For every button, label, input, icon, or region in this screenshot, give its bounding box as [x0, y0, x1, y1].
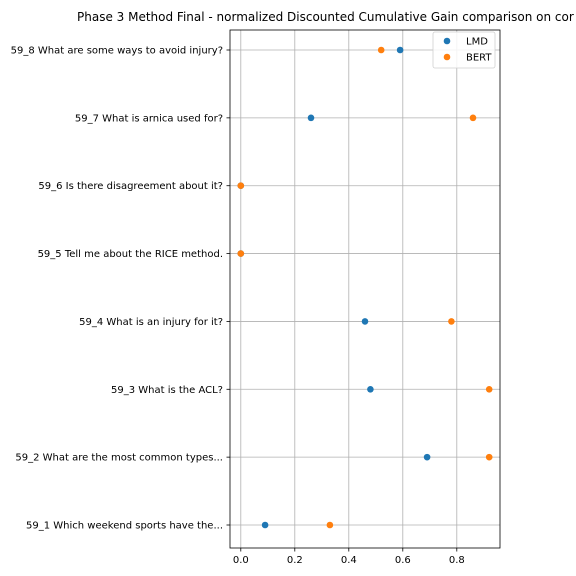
- data-point-bert: [485, 453, 493, 461]
- y-tick-label: 59_5 Tell me about the RICE method.: [38, 249, 223, 260]
- data-point-lmd: [361, 318, 369, 325]
- legend-label-bert: BERT: [466, 53, 492, 64]
- grid: [230, 30, 500, 548]
- data-points: [237, 46, 493, 529]
- data-point-bert: [237, 182, 245, 190]
- y-tick-label: 59_8 What are some ways to avoid injury?: [11, 46, 223, 57]
- legend: LMD BERT: [432, 31, 496, 69]
- data-point-bert: [485, 385, 493, 393]
- y-tick-label: 59_3 What is the ACL?: [111, 385, 223, 396]
- y-tick-label: 59_7 What is arnica used for?: [75, 113, 223, 124]
- chart-title: Phase 3 Method Final - normalized Discou…: [77, 10, 574, 24]
- x-tick-label: 0.4: [341, 555, 357, 566]
- data-point-bert: [448, 318, 455, 325]
- x-tick-label: 0.0: [233, 555, 249, 566]
- legend-label-lmd: LMD: [466, 37, 488, 48]
- data-point-lmd: [396, 46, 404, 54]
- y-tick-label: 59_2 What are the most common types...: [15, 453, 223, 464]
- legend-marker-bert: [443, 53, 451, 61]
- legend-marker-lmd: [443, 37, 451, 45]
- data-point-lmd: [367, 385, 374, 393]
- data-point-lmd: [261, 521, 269, 529]
- y-tick-label: 59_4 What is an injury for it?: [79, 317, 223, 328]
- data-point-bert: [326, 521, 334, 529]
- axis-ticks: 0.0 0.2 0.4 0.6 0.8 59_1 Which weekend sports…: [11, 46, 465, 567]
- axes-frame: [229, 29, 501, 549]
- data-point-bert: [377, 46, 385, 54]
- x-tick-label: 0.6: [395, 555, 411, 566]
- y-tick-label: 59_6 Is there disagreement about it?: [38, 181, 223, 192]
- data-point-lmd: [423, 453, 431, 461]
- x-tick-label: 0.8: [449, 555, 465, 566]
- data-point-bert: [237, 250, 245, 257]
- data-point-bert: [469, 114, 477, 122]
- y-tick-label: 59_1 Which weekend sports have the...: [26, 521, 223, 532]
- data-point-lmd: [307, 114, 315, 122]
- x-tick-label: 0.2: [287, 555, 303, 566]
